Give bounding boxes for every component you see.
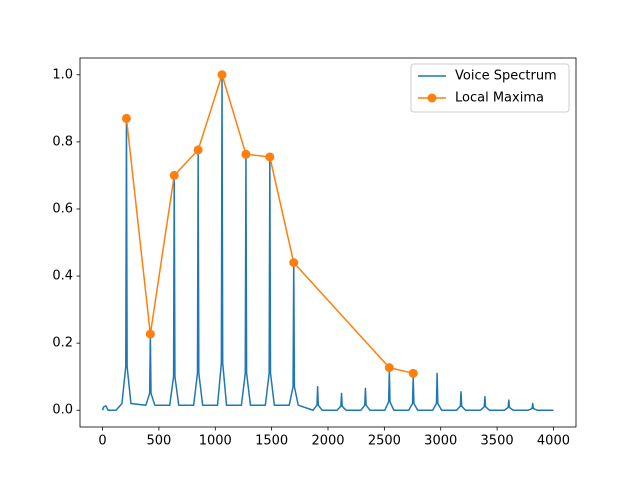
series-line [125, 74, 414, 375]
legend-marker [427, 93, 437, 103]
x-tick-label: 4000 [537, 434, 570, 449]
marker [169, 170, 179, 180]
plot-frame [79, 57, 577, 428]
x-tick-label: 2000 [311, 434, 344, 449]
legend-label: Local Maxima [455, 91, 544, 106]
y-tick-label: 0.6 [52, 201, 73, 216]
marker [193, 145, 203, 155]
x-tick-label: 1000 [199, 434, 232, 449]
x-tick-label: 2500 [368, 434, 401, 449]
marker [408, 368, 418, 378]
marker [241, 149, 251, 159]
y-tick-label: 0.2 [52, 336, 73, 351]
y-tick-label: 0.0 [52, 403, 73, 418]
marker [217, 70, 227, 80]
marker [121, 113, 131, 123]
legend-box [410, 63, 570, 113]
legend-label: Voice Spectrum [455, 69, 557, 84]
y-tick-label: 0.8 [52, 134, 73, 149]
x-tick-label: 3500 [481, 434, 514, 449]
x-tick-label: 3000 [424, 434, 457, 449]
series-line [101, 74, 554, 411]
x-tick-label: 500 [146, 434, 171, 449]
x-tick-label: 0 [98, 434, 106, 449]
y-tick-label: 1.0 [52, 67, 73, 82]
marker [289, 258, 299, 268]
x-tick-label: 1500 [255, 434, 288, 449]
marker [384, 363, 394, 373]
marker [265, 152, 275, 162]
marker [145, 329, 155, 339]
y-tick-label: 0.4 [52, 269, 73, 284]
